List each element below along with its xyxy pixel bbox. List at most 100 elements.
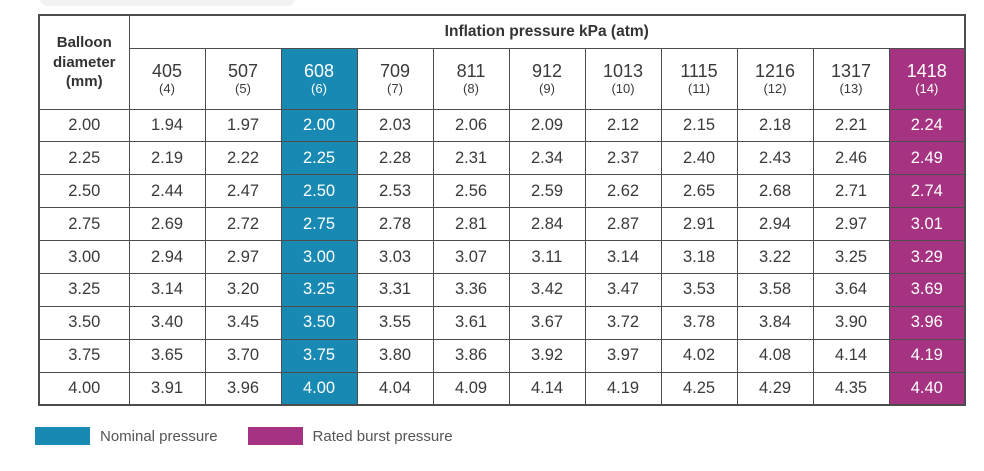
pressure-kpa-value: 507 — [227, 61, 259, 81]
value-cell: 2.06 — [432, 108, 510, 143]
value-cell: 2.44 — [128, 174, 206, 209]
table-row: 2.75 2.69 2.72 2.75 2.78 2.81 2.84 2.87 2.91 2.94… — [38, 207, 966, 242]
value-cell: 1.94 — [128, 108, 206, 143]
value-cell: 2.00 — [280, 108, 358, 143]
legend: Nominal pressure Rated burst pressure — [35, 427, 453, 445]
value-cell: 2.84 — [508, 207, 586, 242]
table-row: 3.00 2.94 2.97 3.00 3.03 3.07 3.11 3.14 3.18 3.22… — [38, 240, 966, 274]
value-cell: 4.29 — [736, 371, 814, 406]
value-cell: 2.12 — [584, 108, 662, 143]
value-cell: 3.22 — [736, 240, 814, 274]
diameter-cell: 3.50 — [38, 305, 130, 340]
value-cell: 2.21 — [812, 108, 890, 143]
value-cell: 3.58 — [736, 272, 814, 307]
value-cell: 2.94 — [128, 240, 206, 274]
table-row: 3.75 3.65 3.70 3.75 3.80 3.86 3.92 3.97 4.02 4.08… — [38, 338, 966, 373]
value-cell: 2.62 — [584, 174, 662, 209]
pressure-column-header: 405 (4) — [128, 47, 206, 110]
value-cell: 4.19 — [888, 338, 966, 373]
value-cell: 3.78 — [660, 305, 738, 340]
value-cell: 3.42 — [508, 272, 586, 307]
value-cell: 4.25 — [660, 371, 738, 406]
pressure-column-header: 1115 (11) — [660, 47, 738, 110]
diameter-cell: 3.00 — [38, 240, 130, 274]
value-cell: 2.74 — [888, 174, 966, 209]
pressure-column-header: 709 (7) — [356, 47, 434, 110]
value-cell: 2.91 — [660, 207, 738, 242]
value-cell: 3.55 — [356, 305, 434, 340]
value-cell: 4.08 — [736, 338, 814, 373]
pressure-kpa-value: 1115 — [680, 61, 718, 81]
value-cell: 4.14 — [508, 371, 586, 406]
corner-header-line: diameter — [52, 53, 116, 71]
inflation-pressure-header: Inflation pressure kPa (atm) — [128, 14, 966, 49]
pressure-atm-value: (5) — [235, 80, 251, 96]
value-cell: 3.40 — [128, 305, 206, 340]
value-cell: 3.01 — [888, 207, 966, 242]
pressure-kpa-value: 608 — [303, 61, 335, 81]
value-cell: 2.22 — [204, 141, 282, 176]
value-cell: 2.03 — [356, 108, 434, 143]
table-row: 2.50 2.44 2.47 2.50 2.53 2.56 2.59 2.62 2.65 2.68… — [38, 174, 966, 209]
value-cell: 3.00 — [280, 240, 358, 274]
pressure-atm-value: (4) — [159, 80, 175, 96]
legend-label: Nominal pressure — [100, 427, 218, 445]
value-cell: 2.50 — [280, 174, 358, 209]
value-cell: 3.36 — [432, 272, 510, 307]
pressure-column-header: 1317 (13) — [812, 47, 890, 110]
diameter-cell: 2.25 — [38, 141, 130, 176]
value-cell: 3.70 — [204, 338, 282, 373]
value-cell: 2.59 — [508, 174, 586, 209]
table-row: 3.25 3.14 3.20 3.25 3.31 3.36 3.42 3.47 3.53 3.58… — [38, 272, 966, 307]
value-cell: 2.97 — [812, 207, 890, 242]
pressure-atm-value: (6) — [311, 80, 327, 96]
value-cell: 3.07 — [432, 240, 510, 274]
value-cell: 4.02 — [660, 338, 738, 373]
value-cell: 2.81 — [432, 207, 510, 242]
value-cell: 3.91 — [128, 371, 206, 406]
value-cell: 2.68 — [736, 174, 814, 209]
value-cell: 3.14 — [584, 240, 662, 274]
value-cell: 2.69 — [128, 207, 206, 242]
value-cell: 3.67 — [508, 305, 586, 340]
value-cell: 3.96 — [888, 305, 966, 340]
diameter-cell: 4.00 — [38, 371, 130, 406]
value-cell: 3.90 — [812, 305, 890, 340]
pressure-atm-value: (8) — [463, 80, 479, 96]
value-cell: 2.56 — [432, 174, 510, 209]
value-cell: 3.69 — [888, 272, 966, 307]
table-body: 2.00 1.94 1.97 2.00 2.03 2.06 2.09 2.12 2.15 2.18… — [38, 108, 966, 406]
value-cell: 4.14 — [812, 338, 890, 373]
pressure-kpa-value: 1317 — [830, 61, 872, 81]
value-cell: 3.75 — [280, 338, 358, 373]
diameter-cell: 2.75 — [38, 207, 130, 242]
value-cell: 2.78 — [356, 207, 434, 242]
value-cell: 3.50 — [280, 305, 358, 340]
value-cell: 3.03 — [356, 240, 434, 274]
value-cell: 3.47 — [584, 272, 662, 307]
pressure-kpa-value: 811 — [456, 61, 486, 81]
pressure-column-header: 507 (5) — [204, 47, 282, 110]
value-cell: 3.86 — [432, 338, 510, 373]
value-cell: 3.92 — [508, 338, 586, 373]
value-cell: 2.94 — [736, 207, 814, 242]
pressure-kpa-value: 1418 — [906, 61, 947, 81]
corner-header-line: (mm) — [65, 72, 103, 90]
value-cell: 3.97 — [584, 338, 662, 373]
table-row: 3.50 3.40 3.45 3.50 3.55 3.61 3.67 3.72 3.78 3.84… — [38, 305, 966, 340]
value-cell: 4.19 — [584, 371, 662, 406]
pressure-atm-value: (14) — [915, 80, 939, 96]
value-cell: 2.25 — [280, 141, 358, 176]
pressure-column-header: 608 (6) — [280, 47, 358, 110]
legend-item: Rated burst pressure — [247, 427, 453, 445]
balloon-diameter-header: Balloon diameter (mm) — [38, 14, 130, 110]
table-row: 2.25 2.19 2.22 2.25 2.28 2.31 2.34 2.37 2.40 2.43… — [38, 141, 966, 176]
value-cell: 2.09 — [508, 108, 586, 143]
corner-header-line: Balloon — [56, 34, 112, 52]
value-cell: 2.43 — [736, 141, 814, 176]
diameter-cell: 3.25 — [38, 272, 130, 307]
pressure-atm-value: (7) — [387, 80, 403, 96]
table-header: Balloon diameter (mm) Inflation pressure k… — [38, 14, 966, 110]
pressure-atm-value: (11) — [687, 80, 711, 96]
